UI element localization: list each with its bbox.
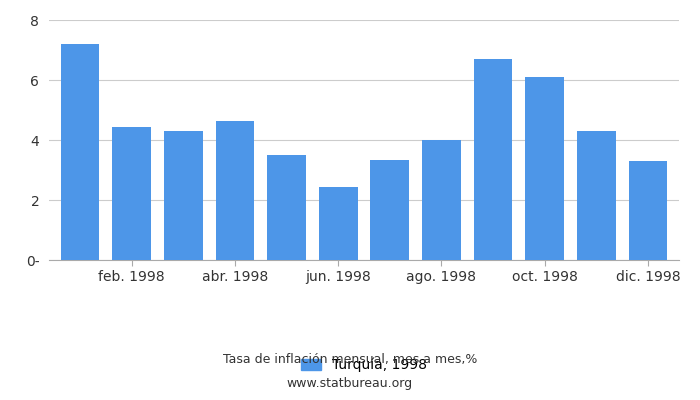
Bar xyxy=(164,131,202,260)
Text: Tasa de inflación mensual, mes a mes,%: Tasa de inflación mensual, mes a mes,% xyxy=(223,354,477,366)
Bar xyxy=(318,186,358,260)
Bar xyxy=(474,59,512,260)
Bar xyxy=(112,126,151,260)
Bar xyxy=(422,140,461,260)
Text: www.statbureau.org: www.statbureau.org xyxy=(287,378,413,390)
Bar xyxy=(526,77,564,260)
Legend: Turquía, 1998: Turquía, 1998 xyxy=(295,352,433,378)
Bar xyxy=(629,161,667,260)
Bar xyxy=(267,155,306,260)
Bar xyxy=(370,160,410,260)
Bar xyxy=(216,120,254,260)
Bar xyxy=(577,131,616,260)
Bar xyxy=(61,44,99,260)
